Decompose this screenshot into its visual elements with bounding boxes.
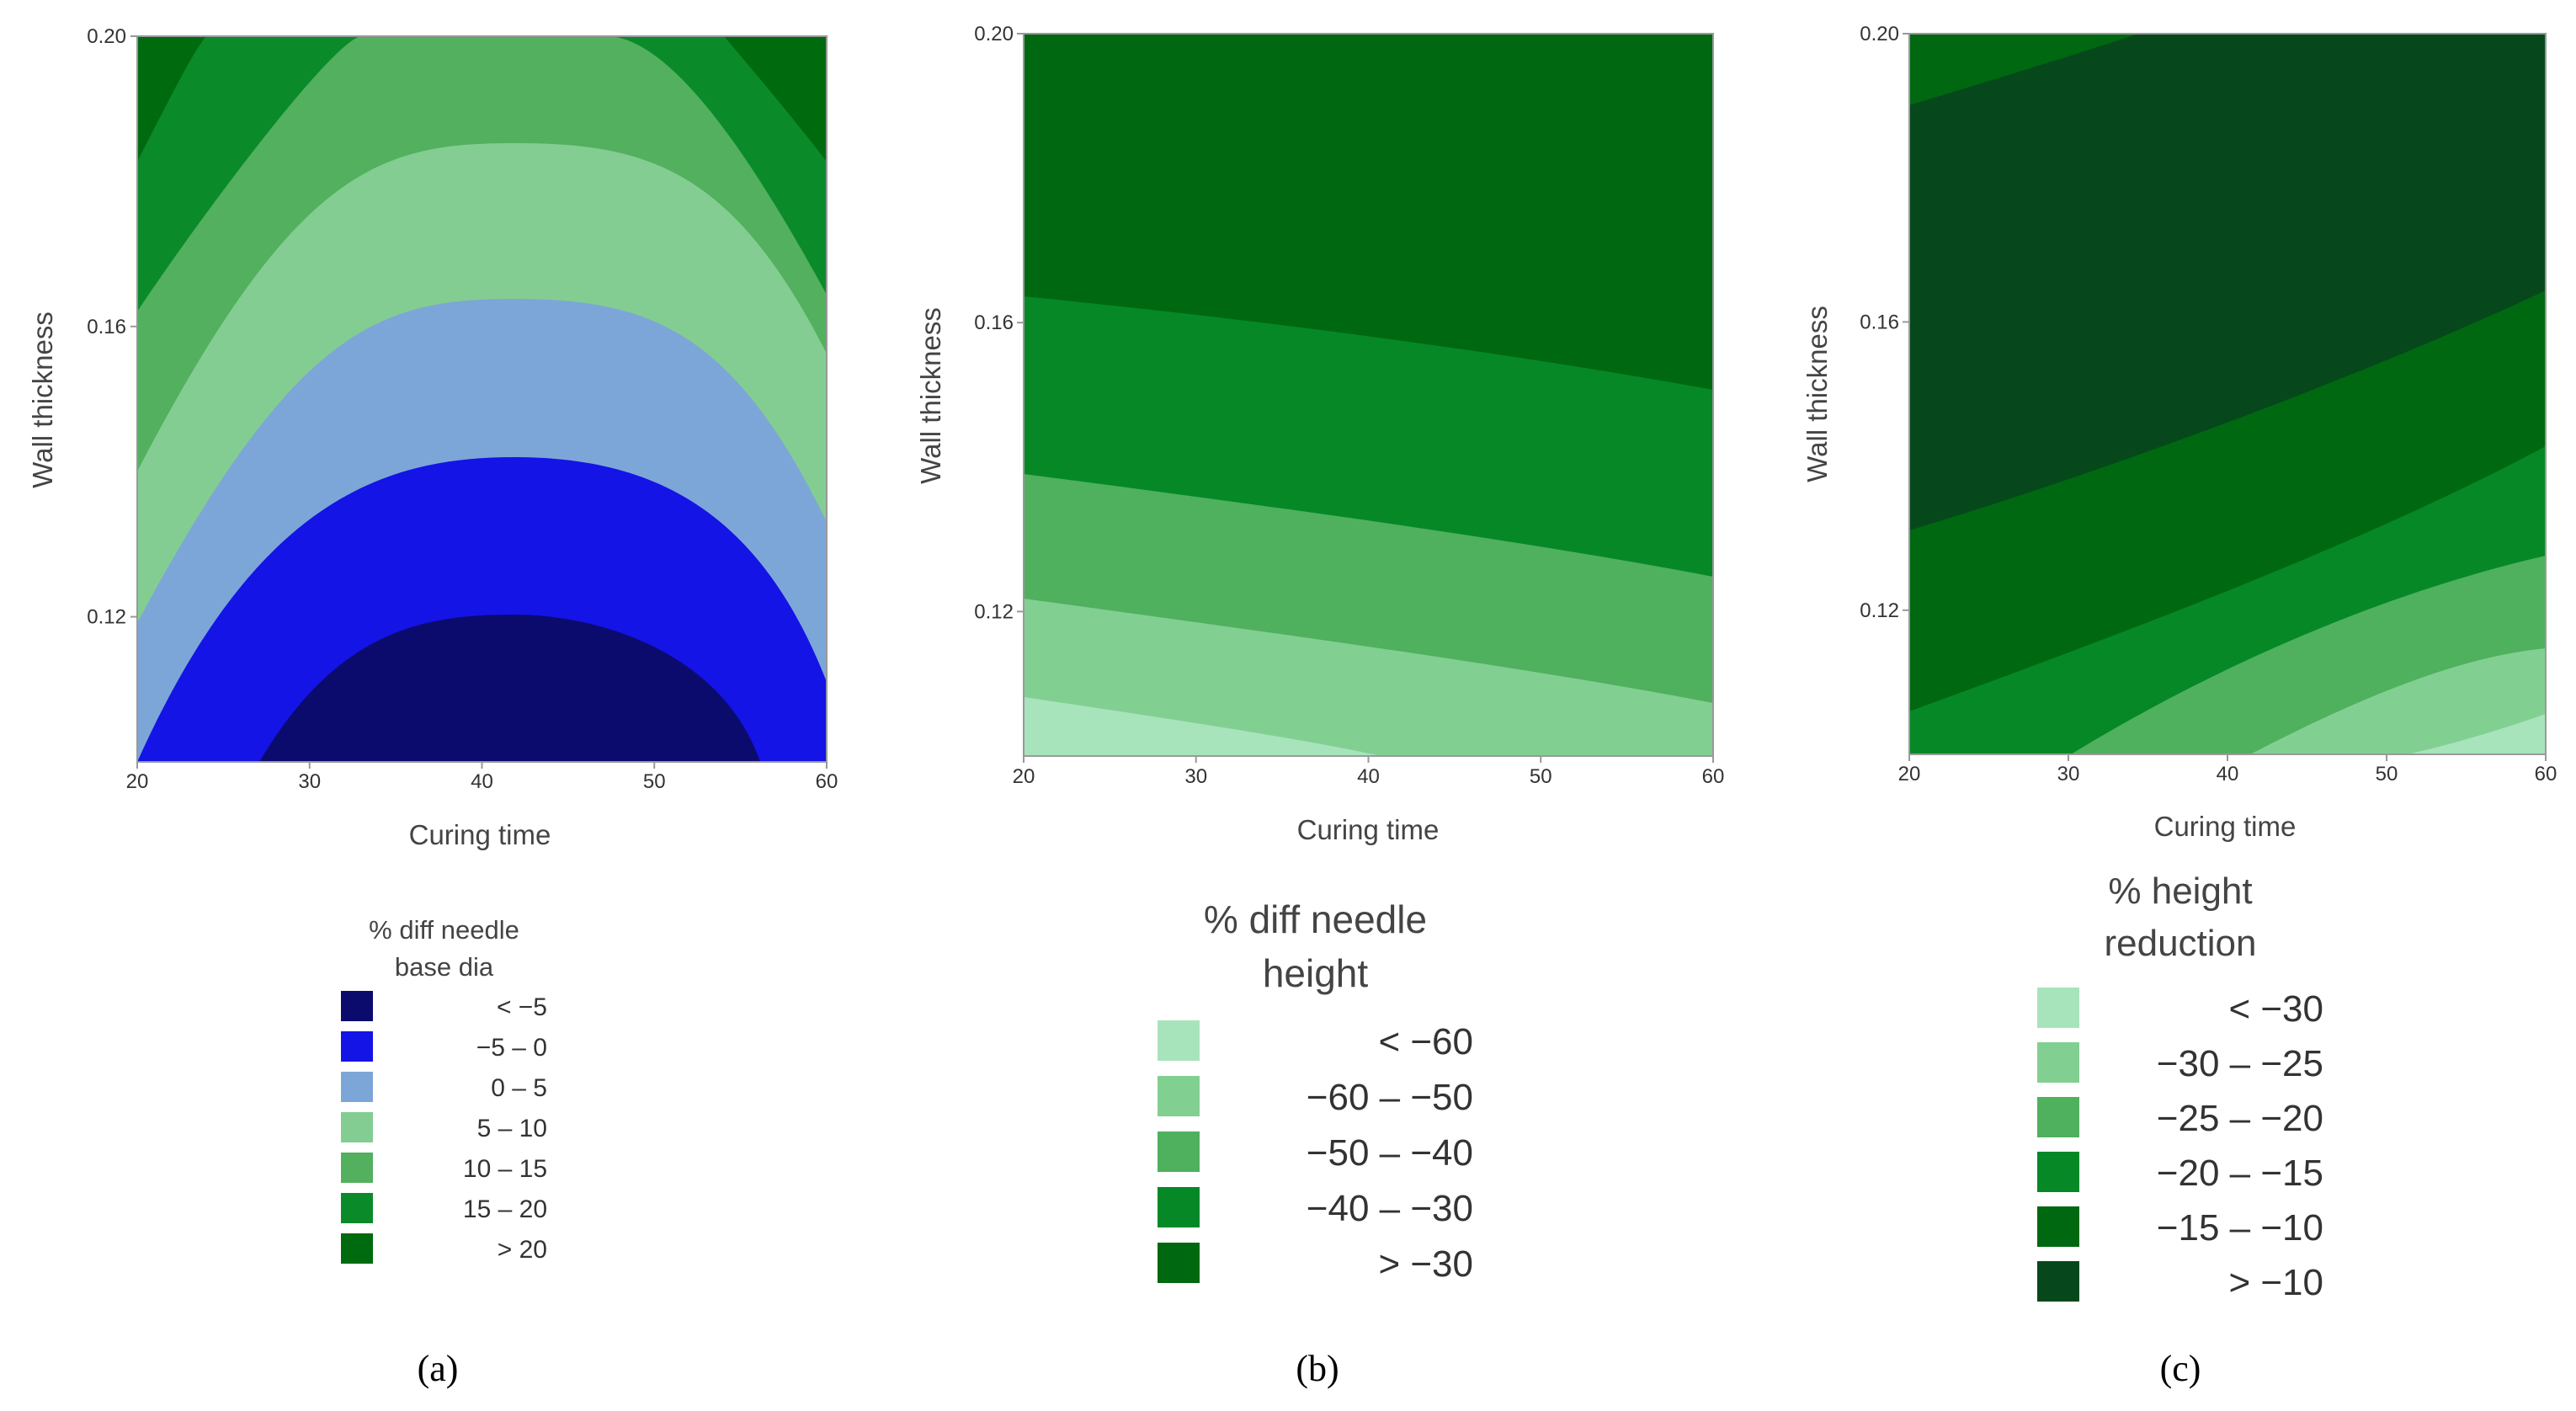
legend-swatch xyxy=(1158,1076,1200,1116)
legend-label: −20 – −15 xyxy=(2157,1153,2323,1194)
legend-title-line: height xyxy=(1263,951,1369,995)
legend-title-line: base dia xyxy=(395,952,494,982)
legend-swatch xyxy=(341,1193,373,1223)
contour-plot-b xyxy=(1024,34,1713,756)
x-tick-label: 60 xyxy=(816,770,838,793)
caption-b: (b) xyxy=(1296,1348,1339,1389)
legend-label: > 20 xyxy=(498,1236,547,1264)
caption-a: (a) xyxy=(418,1348,459,1389)
legend-swatch xyxy=(341,991,373,1021)
legend-title-line: reduction xyxy=(2104,923,2256,964)
x-tick-label: 20 xyxy=(1013,765,1035,788)
axes-b: 20 30 40 50 60 0.12 0.16 0.20 xyxy=(974,23,1724,788)
panel-a: 20 30 40 50 60 0.12 0.16 0.20 Curing time Wall … xyxy=(27,25,838,1389)
x-tick-label: 50 xyxy=(1530,765,1552,788)
legend-swatch xyxy=(2037,988,2079,1028)
legend-swatch xyxy=(341,1112,373,1142)
legend-label: 10 – 15 xyxy=(463,1155,547,1183)
legend-swatch xyxy=(1158,1131,1200,1172)
y-axis-label-b: Wall thickness xyxy=(915,307,946,484)
legend-title-line: % diff needle xyxy=(1204,897,1427,941)
contour-plot-c xyxy=(1909,34,2546,754)
legend-a: % diff needle base dia< −5 −5 – 0 0 – 5 5 – … xyxy=(341,915,547,1264)
legend-label: < −5 xyxy=(497,993,547,1021)
legend-swatch xyxy=(2037,1152,2079,1192)
y-tick-label: 0.16 xyxy=(87,316,126,338)
y-tick-label: 0.20 xyxy=(87,25,126,48)
y-tick-label: 0.12 xyxy=(1860,599,1899,622)
y-tick-label: 0.12 xyxy=(87,606,126,629)
legend-title-line: % diff needle xyxy=(369,915,519,945)
legend-label: −5 – 0 xyxy=(476,1034,547,1062)
x-tick-label: 20 xyxy=(126,770,149,793)
region-neg60-neg50 xyxy=(1024,599,1713,756)
y-tick-label: 0.20 xyxy=(1860,23,1899,45)
region-neg15-neg10-top xyxy=(1909,34,2138,105)
y-tick-label: 0.16 xyxy=(974,311,1014,334)
legend-swatch xyxy=(2037,1206,2079,1247)
legend-label: 15 – 20 xyxy=(463,1195,547,1223)
axes-c: 20 30 40 50 60 0.12 0.16 0.20 xyxy=(1860,23,2557,785)
x-tick-label: 40 xyxy=(1357,765,1380,788)
legend-label: 5 – 10 xyxy=(477,1115,547,1142)
x-tick-label: 40 xyxy=(2217,763,2239,785)
legend-label: −50 – −40 xyxy=(1307,1132,1473,1174)
legend-swatch xyxy=(1158,1020,1200,1061)
y-axis-label-a: Wall thickness xyxy=(27,311,58,488)
x-tick-label: 50 xyxy=(643,770,666,793)
x-tick-label: 40 xyxy=(471,770,493,793)
x-tick-label: 50 xyxy=(2376,763,2398,785)
x-tick-label: 30 xyxy=(298,770,321,793)
legend-label: < −60 xyxy=(1378,1021,1473,1062)
legend-label: < −30 xyxy=(2228,988,2323,1030)
x-tick-label: 30 xyxy=(2057,763,2080,785)
legend-swatch xyxy=(2037,1042,2079,1083)
legend-swatch xyxy=(341,1233,373,1264)
legend-label: 0 – 5 xyxy=(491,1074,547,1102)
caption-c: (c) xyxy=(2160,1348,2201,1389)
panel-b: 20 30 40 50 60 0.12 0.16 0.20 Curing time Wall … xyxy=(915,23,1724,1389)
x-axis-label-b: Curing time xyxy=(1297,814,1440,845)
x-tick-label: 60 xyxy=(1702,765,1725,788)
contour-plot-a xyxy=(137,36,827,762)
legend-label: −15 – −10 xyxy=(2157,1207,2323,1249)
y-tick-label: 0.12 xyxy=(974,600,1014,623)
region-neg30-neg25 xyxy=(2250,648,2546,754)
x-axis-label-a: Curing time xyxy=(409,819,551,850)
legend-title-line: % height xyxy=(2108,871,2252,912)
legend-swatch xyxy=(1158,1187,1200,1227)
legend-b: % diff needle height< −60 −60 – −50 −50 – −… xyxy=(1158,897,1473,1285)
legend-c: % height reduction < −30 −30 – −25 −25 – −20… xyxy=(2037,871,2323,1303)
region-lt-neg60 xyxy=(1024,697,1381,756)
legend-swatch xyxy=(341,1072,373,1102)
region-lt-neg5 xyxy=(259,615,760,762)
x-tick-label: 20 xyxy=(1898,763,1921,785)
legend-label: −25 – −20 xyxy=(2157,1098,2323,1139)
legend-label: −40 – −30 xyxy=(1307,1188,1473,1229)
legend-label: > −30 xyxy=(1378,1243,1473,1285)
legend-swatch xyxy=(2037,1261,2079,1302)
region-lt-neg30 xyxy=(2408,714,2546,754)
legend-swatch xyxy=(341,1153,373,1183)
legend-swatch xyxy=(1158,1243,1200,1283)
y-tick-label: 0.20 xyxy=(974,23,1014,45)
axes-a: 20 30 40 50 60 0.12 0.16 0.20 xyxy=(87,25,838,793)
panel-c: 20 30 40 50 60 0.12 0.16 0.20 Curing time Wall … xyxy=(1802,23,2557,1389)
legend-label: > −10 xyxy=(2228,1262,2323,1303)
y-tick-label: 0.16 xyxy=(1860,311,1899,333)
x-tick-label: 60 xyxy=(2535,763,2557,785)
legend-swatch xyxy=(2037,1097,2079,1137)
legend-label: −30 – −25 xyxy=(2157,1043,2323,1084)
y-axis-label-c: Wall thickness xyxy=(1802,306,1833,482)
legend-label: −60 – −50 xyxy=(1307,1077,1473,1118)
legend-swatch xyxy=(341,1031,373,1062)
x-tick-label: 30 xyxy=(1184,765,1207,788)
x-axis-label-c: Curing time xyxy=(2154,811,2297,842)
